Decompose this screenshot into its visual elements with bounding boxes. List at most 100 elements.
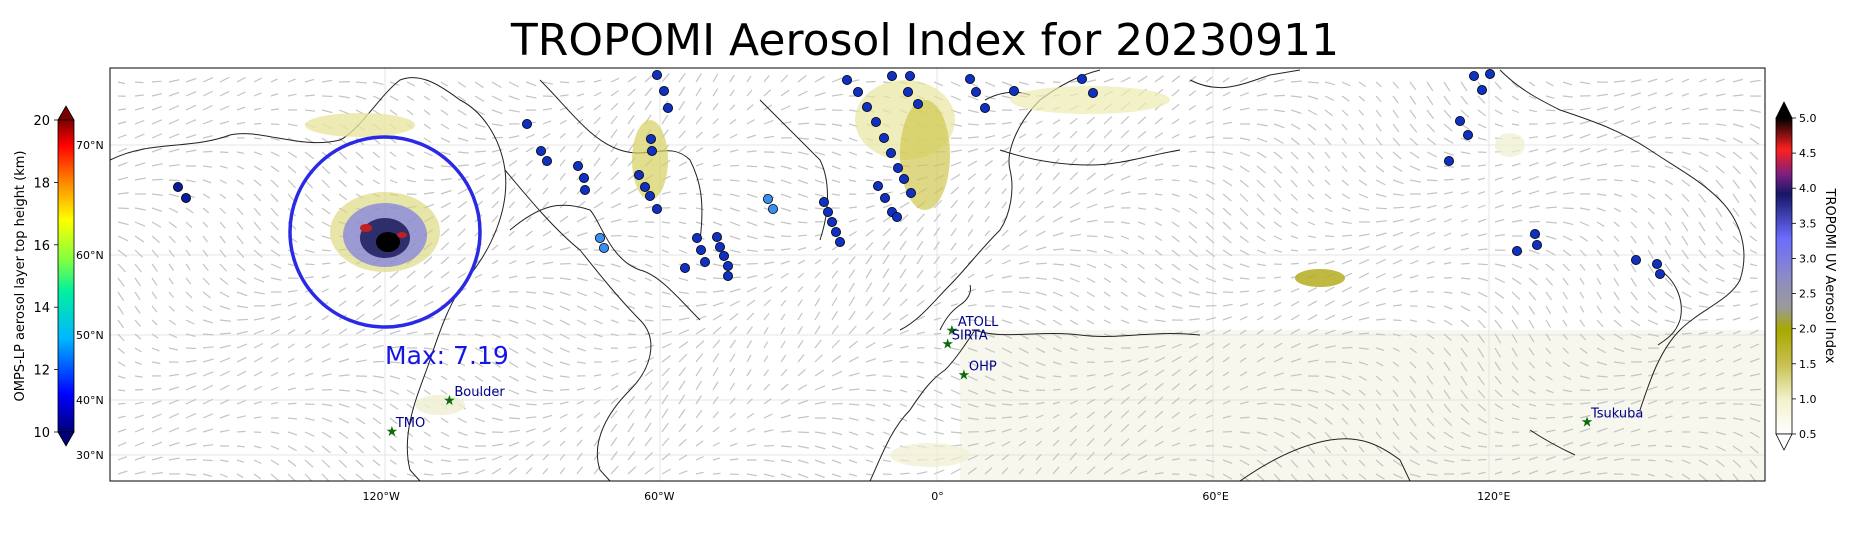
omps-dot xyxy=(827,216,838,227)
omps-dot xyxy=(905,71,916,82)
site-label: ATOLL xyxy=(958,315,999,330)
omps-dot xyxy=(971,87,982,98)
omps-dot xyxy=(980,103,991,114)
site-marker-icon: ★ xyxy=(941,336,954,352)
haze-region xyxy=(960,330,1765,481)
site-marker-icon: ★ xyxy=(443,393,456,409)
omps-dot xyxy=(652,70,663,81)
site-marker-icon: ★ xyxy=(386,424,399,440)
right-colorbar-tick: 4.5 xyxy=(1799,147,1817,160)
map-title: TROPOMI Aerosol Index for 20230911 xyxy=(510,15,1340,66)
omps-dot xyxy=(180,192,191,203)
omps-dot xyxy=(1088,88,1099,99)
site-label: Tsukuba xyxy=(1590,406,1643,421)
left-colorbar-tick: 20 xyxy=(33,114,50,129)
right-colorbar-tick: 3.5 xyxy=(1799,217,1817,230)
omps-dot xyxy=(892,211,903,222)
omps-dot xyxy=(652,203,663,214)
omps-dot xyxy=(763,193,774,204)
omps-dot xyxy=(696,244,707,255)
left-colorbar-tick: 10 xyxy=(33,426,50,441)
omps-dot xyxy=(913,99,924,110)
right-colorbar-label: TROPOMI UV Aerosol Index xyxy=(1822,188,1837,364)
site-label: OHP xyxy=(969,360,997,375)
omps-dot xyxy=(1652,258,1663,269)
omps-dot xyxy=(1469,71,1480,82)
omps-dot xyxy=(715,241,726,252)
omps-dot xyxy=(899,173,910,184)
right-colorbar-tick: 5.0 xyxy=(1799,112,1817,125)
omps-dot xyxy=(880,192,891,203)
lon-tick-label: 0° xyxy=(931,490,944,503)
lat-tick-label: 40°N xyxy=(76,394,104,407)
right-colorbar-tick: 2.5 xyxy=(1799,288,1817,301)
lat-tick-label: 70°N xyxy=(76,139,104,152)
omps-dot xyxy=(853,87,864,98)
longitude-ticks: 120°W 60°W 0° 60°E 120°E xyxy=(363,490,1511,503)
lat-tick-label: 30°N xyxy=(76,449,104,462)
omps-dot xyxy=(873,180,884,191)
omps-dot xyxy=(599,242,610,253)
omps-dot xyxy=(719,250,730,261)
lon-tick-label: 60°E xyxy=(1202,490,1228,503)
omps-dot xyxy=(522,119,533,130)
omps-dot xyxy=(1532,239,1543,250)
omps-dot xyxy=(723,260,734,271)
omps-dot xyxy=(819,196,830,207)
omps-dot xyxy=(647,145,658,156)
omps-dot xyxy=(842,75,853,86)
omps-dot xyxy=(1530,228,1541,239)
omps-dot xyxy=(646,133,657,144)
omps-dot xyxy=(1485,69,1496,80)
left-colorbar-tick: 12 xyxy=(33,364,50,379)
omps-dot xyxy=(1463,129,1474,140)
omps-lp-observations xyxy=(172,69,1666,281)
omps-dot xyxy=(536,145,547,156)
omps-dot xyxy=(965,74,976,85)
omps-dot xyxy=(903,87,914,98)
omps-dot xyxy=(580,184,591,195)
omps-dot xyxy=(862,102,873,113)
site-label: Boulder xyxy=(454,385,505,400)
omps-dot xyxy=(634,169,645,180)
right-colorbar-tick: 1.5 xyxy=(1799,358,1817,371)
site-marker-icon: ★ xyxy=(1581,414,1594,430)
lon-tick-label: 120°E xyxy=(1477,490,1510,503)
right-colorbar-tick: 1.0 xyxy=(1799,393,1817,406)
omps-dot xyxy=(879,132,890,143)
omps-dot xyxy=(1477,85,1488,96)
omps-dot xyxy=(1655,268,1666,279)
omps-dot xyxy=(573,160,584,171)
omps-dot xyxy=(680,262,691,273)
omps-dot xyxy=(659,86,670,97)
left-colorbar-tick: 16 xyxy=(33,239,50,254)
omps-dot xyxy=(887,71,898,82)
right-colorbar: 5.0 4.5 4.0 3.5 3.0 2.5 2.0 1.5 1.0 0.5 TROPOMI U… xyxy=(1775,101,1837,451)
site-marker-icon: ★ xyxy=(958,368,971,384)
max-label: Max: 7.19 xyxy=(385,341,509,370)
left-colorbar-label: OMPS-LP aerosol layer top height (km) xyxy=(13,151,28,402)
left-colorbar-tick: 14 xyxy=(33,301,50,316)
omps-dot xyxy=(172,181,183,192)
omps-dot xyxy=(1631,254,1642,265)
right-colorbar-tick: 2.0 xyxy=(1799,323,1817,336)
omps-dot xyxy=(700,256,711,267)
omps-dot xyxy=(1512,245,1523,256)
omps-dot xyxy=(542,155,553,166)
omps-dot xyxy=(1077,74,1088,85)
max-circle xyxy=(288,135,482,329)
omps-dot xyxy=(640,181,651,192)
right-colorbar-tick: 0.5 xyxy=(1799,428,1817,441)
map-panel: ★ATOLL★SIRTA★OHP★Boulder★TMO ★Tsukuba Max… xyxy=(109,67,1766,503)
map-frame xyxy=(109,67,1766,482)
omps-dot xyxy=(579,172,590,183)
omps-dot xyxy=(871,117,882,128)
right-colorbar-tick: 4.0 xyxy=(1799,182,1817,195)
site-label: SIRTA xyxy=(952,328,988,343)
lat-tick-label: 60°N xyxy=(76,249,104,262)
omps-dot xyxy=(823,206,834,217)
omps-dot xyxy=(645,190,656,201)
omps-dot xyxy=(712,231,723,242)
observation-sites: ★ATOLL★SIRTA★OHP★Boulder★TMO ★Tsukuba xyxy=(386,315,1644,440)
